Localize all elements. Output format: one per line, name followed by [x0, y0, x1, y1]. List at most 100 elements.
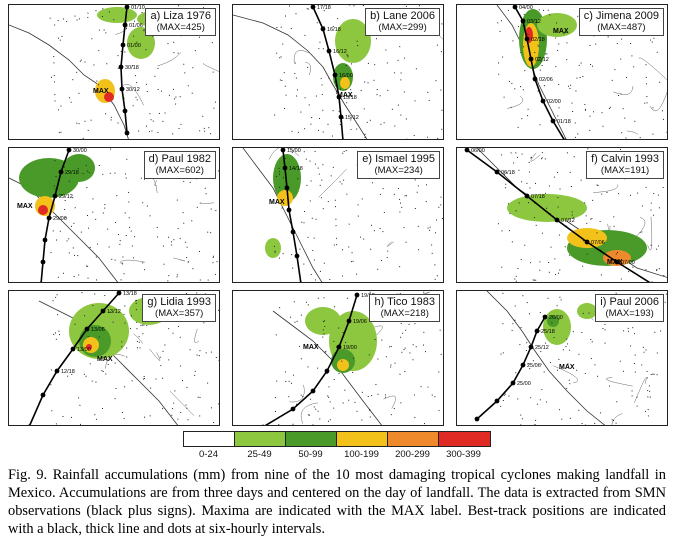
station-mark	[372, 182, 374, 184]
track-time-label: 02/18	[531, 37, 545, 43]
station-mark	[502, 352, 504, 354]
station-mark	[441, 109, 443, 111]
rainfall-area	[104, 92, 114, 102]
station-mark	[520, 414, 522, 416]
station-mark	[171, 241, 173, 243]
station-mark	[341, 183, 343, 185]
state-border	[606, 377, 633, 387]
station-mark	[536, 21, 538, 23]
track-point	[124, 5, 130, 10]
station-mark	[183, 63, 185, 65]
station-mark	[87, 129, 89, 131]
track-time-label: 07/12	[561, 218, 575, 224]
station-mark	[143, 269, 145, 271]
station-mark	[285, 380, 287, 382]
station-mark	[414, 207, 416, 209]
station-mark	[387, 89, 389, 91]
station-mark	[644, 410, 646, 412]
station-mark	[157, 132, 159, 134]
station-mark	[212, 262, 214, 264]
track-time-label: 02/06	[539, 77, 553, 83]
station-mark	[631, 55, 633, 57]
station-mark	[375, 383, 377, 385]
station-mark	[121, 262, 123, 264]
track-point	[534, 328, 540, 334]
station-mark	[400, 202, 402, 204]
station-mark	[643, 351, 645, 353]
station-mark	[558, 83, 560, 85]
station-mark	[138, 130, 140, 132]
station-mark	[630, 42, 632, 44]
station-mark	[609, 259, 611, 261]
station-mark	[186, 407, 188, 409]
station-mark	[196, 292, 198, 294]
station-mark	[295, 77, 297, 79]
station-mark	[313, 406, 315, 408]
storm-name: h) Tico 1983	[374, 296, 435, 308]
map-panel: 01/10 01/06 01/00 30/18 30/12 MAX a) Liza 1976…	[8, 4, 220, 140]
station-mark	[424, 423, 426, 425]
station-mark	[404, 195, 406, 197]
station-mark	[98, 50, 100, 52]
station-mark	[178, 5, 180, 7]
station-mark	[514, 319, 516, 321]
station-mark	[172, 408, 174, 410]
track-point	[510, 380, 516, 386]
station-mark	[557, 206, 559, 208]
panel-title: a) Liza 1976 (MAX=425)	[145, 8, 216, 36]
station-mark	[90, 119, 92, 121]
station-mark	[634, 354, 636, 356]
station-mark	[125, 177, 127, 179]
station-mark	[291, 130, 293, 132]
station-mark	[515, 372, 517, 374]
track-point	[524, 193, 530, 199]
track-point	[42, 237, 48, 243]
station-mark	[563, 33, 565, 35]
station-mark	[327, 201, 329, 203]
track-point	[290, 406, 296, 412]
station-mark	[591, 218, 593, 220]
station-mark	[105, 373, 107, 375]
station-mark	[68, 238, 70, 240]
station-mark	[539, 124, 541, 126]
track-point	[52, 193, 58, 199]
station-mark	[108, 246, 110, 248]
station-mark	[306, 8, 308, 10]
station-mark	[321, 84, 323, 86]
station-mark	[64, 200, 66, 202]
station-mark	[63, 166, 65, 168]
station-mark	[658, 207, 660, 209]
station-mark	[114, 172, 116, 174]
station-mark	[319, 270, 321, 272]
station-mark	[297, 178, 299, 180]
station-mark	[339, 181, 341, 183]
rainfall-map: 19/12 19/06 19/00 MAX	[261, 291, 442, 425]
station-mark	[53, 333, 55, 335]
station-mark	[307, 66, 309, 68]
station-mark	[377, 268, 379, 270]
station-mark	[400, 114, 402, 116]
station-mark	[518, 26, 520, 28]
station-mark	[162, 245, 164, 247]
station-mark	[576, 369, 578, 371]
track-time-label: 01/10	[131, 5, 145, 11]
station-mark	[326, 373, 328, 375]
track-point	[614, 259, 620, 265]
station-mark	[81, 292, 83, 294]
station-mark	[296, 320, 298, 322]
track-point	[120, 42, 126, 48]
station-mark	[572, 217, 574, 219]
station-mark	[128, 217, 130, 219]
track-point	[528, 56, 534, 62]
station-mark	[500, 353, 502, 355]
station-mark	[53, 75, 55, 77]
station-mark	[186, 246, 188, 248]
station-mark	[104, 204, 106, 206]
station-mark	[150, 119, 152, 121]
station-mark	[305, 301, 307, 303]
station-mark	[325, 350, 327, 352]
station-mark	[518, 202, 520, 204]
station-mark	[565, 346, 567, 348]
station-mark	[183, 180, 185, 182]
colorbar-swatch	[184, 432, 235, 446]
